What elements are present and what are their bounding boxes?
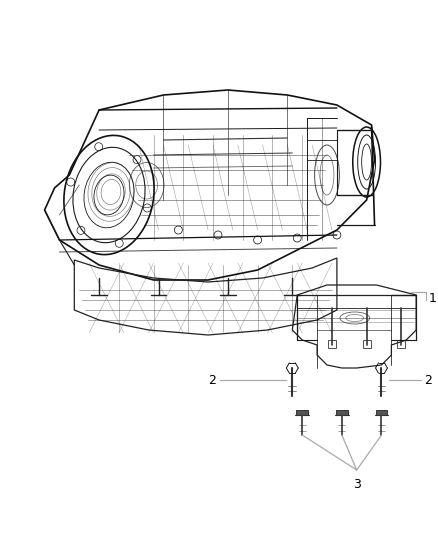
Bar <box>363 340 371 348</box>
Text: 3: 3 <box>353 478 360 491</box>
Bar <box>328 340 336 348</box>
Bar <box>336 410 348 415</box>
Bar <box>296 410 308 415</box>
Text: 1: 1 <box>429 292 437 304</box>
Bar <box>397 340 405 348</box>
Text: 2: 2 <box>424 375 432 387</box>
Text: 2: 2 <box>208 375 216 387</box>
Bar <box>375 410 388 415</box>
